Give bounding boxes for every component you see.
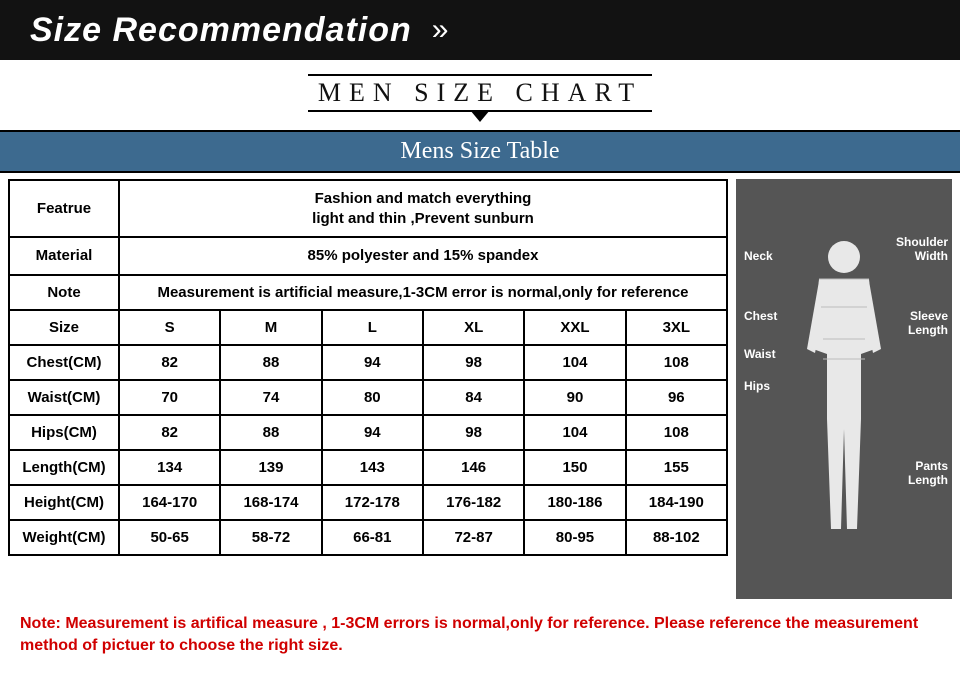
cell: 82	[119, 345, 220, 380]
cell: 150	[524, 450, 625, 485]
chart-title-row: MEN SIZE CHART	[0, 60, 960, 130]
cell: 184-190	[626, 485, 727, 520]
cell: 94	[322, 415, 423, 450]
cell: 80	[322, 380, 423, 415]
table-row: Height(CM) 164-170 168-174 172-178 176-1…	[9, 485, 727, 520]
cell: 70	[119, 380, 220, 415]
cell: 108	[626, 345, 727, 380]
header-title: Size Recommendation	[30, 11, 412, 50]
label-hips: Hips	[744, 379, 770, 393]
cell: 155	[626, 450, 727, 485]
col-xl: XL	[423, 310, 524, 345]
body-diagram: Neck Shoulder Width Chest Sleeve Length …	[736, 179, 952, 599]
table-row: Waist(CM) 70 74 80 84 90 96	[9, 380, 727, 415]
material-label: Material	[9, 237, 119, 275]
cell: 139	[220, 450, 321, 485]
row-label: Weight(CM)	[9, 520, 119, 555]
cell: 66-81	[322, 520, 423, 555]
triangle-down-icon	[470, 110, 490, 122]
cell: 94	[322, 345, 423, 380]
cell: 164-170	[119, 485, 220, 520]
note-text: Measurement is artificial measure,1-3CM …	[119, 275, 727, 310]
content-row: Featrue Fashion and match everything lig…	[0, 173, 960, 599]
cell: 84	[423, 380, 524, 415]
size-table-wrap: Featrue Fashion and match everything lig…	[8, 179, 728, 599]
row-label: Waist(CM)	[9, 380, 119, 415]
cell: 98	[423, 345, 524, 380]
chevron-right-icon: »	[432, 13, 445, 47]
label-waist: Waist	[744, 347, 776, 361]
cell: 104	[524, 415, 625, 450]
col-l: L	[322, 310, 423, 345]
col-s: S	[119, 310, 220, 345]
cell: 50-65	[119, 520, 220, 555]
material-row: Material 85% polyester and 15% spandex	[9, 237, 727, 275]
subheader: Mens Size Table	[0, 130, 960, 173]
col-xxl: XXL	[524, 310, 625, 345]
header-bar: Size Recommendation »	[0, 0, 960, 60]
col-3xl: 3XL	[626, 310, 727, 345]
feature-label: Featrue	[9, 180, 119, 237]
cell: 72-87	[423, 520, 524, 555]
cell: 80-95	[524, 520, 625, 555]
cell: 96	[626, 380, 727, 415]
col-size: Size	[9, 310, 119, 345]
row-label: Chest(CM)	[9, 345, 119, 380]
material-text: 85% polyester and 15% spandex	[119, 237, 727, 275]
cell: 108	[626, 415, 727, 450]
footer-note: Note: Measurement is artifical measure ,…	[0, 599, 960, 666]
cell: 74	[220, 380, 321, 415]
label-shoulder: Shoulder Width	[896, 235, 948, 264]
col-m: M	[220, 310, 321, 345]
row-label: Height(CM)	[9, 485, 119, 520]
cell: 143	[322, 450, 423, 485]
cell: 58-72	[220, 520, 321, 555]
cell: 82	[119, 415, 220, 450]
feature-row: Featrue Fashion and match everything lig…	[9, 180, 727, 237]
label-sleeve: Sleeve Length	[908, 309, 948, 338]
cell: 88-102	[626, 520, 727, 555]
table-row: Chest(CM) 82 88 94 98 104 108	[9, 345, 727, 380]
cell: 90	[524, 380, 625, 415]
size-table: Featrue Fashion and match everything lig…	[8, 179, 728, 556]
cell: 88	[220, 345, 321, 380]
silhouette-icon	[789, 229, 899, 549]
table-row: Length(CM) 134 139 143 146 150 155	[9, 450, 727, 485]
feature-text: Fashion and match everything light and t…	[119, 180, 727, 237]
row-label: Hips(CM)	[9, 415, 119, 450]
label-pants: Pants Length	[908, 459, 948, 488]
cell: 98	[423, 415, 524, 450]
cell: 146	[423, 450, 524, 485]
cell: 104	[524, 345, 625, 380]
cell: 172-178	[322, 485, 423, 520]
note-row: Note Measurement is artificial measure,1…	[9, 275, 727, 310]
cell: 168-174	[220, 485, 321, 520]
note-label: Note	[9, 275, 119, 310]
table-row: Hips(CM) 82 88 94 98 104 108	[9, 415, 727, 450]
row-label: Length(CM)	[9, 450, 119, 485]
chart-title: MEN SIZE CHART	[308, 74, 652, 112]
table-row: Weight(CM) 50-65 58-72 66-81 72-87 80-95…	[9, 520, 727, 555]
label-chest: Chest	[744, 309, 777, 323]
cell: 134	[119, 450, 220, 485]
cell: 180-186	[524, 485, 625, 520]
cell: 88	[220, 415, 321, 450]
cell: 176-182	[423, 485, 524, 520]
label-neck: Neck	[744, 249, 773, 263]
size-header-row: Size S M L XL XXL 3XL	[9, 310, 727, 345]
